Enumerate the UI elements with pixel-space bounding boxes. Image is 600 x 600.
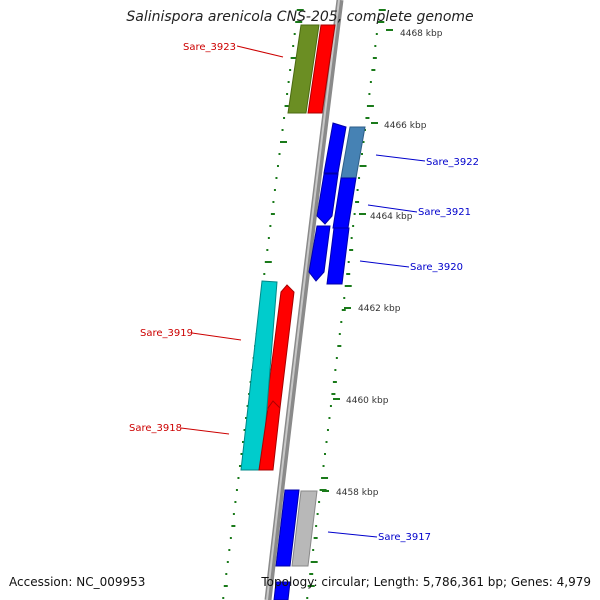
gene-label-sare-3920[interactable]: Sare_3920 (410, 262, 463, 273)
gene-block-grey-3917[interactable] (291, 490, 318, 567)
leader-sare-3921 (367, 204, 418, 213)
accession-label: Accession: NC_009953 (9, 575, 146, 589)
tick-label-4458: 4458 kbp (336, 488, 379, 498)
gene-label-sare-3921[interactable]: Sare_3921 (418, 207, 471, 218)
gene-block-olive[interactable] (287, 24, 320, 114)
gene-arrow-sare-3923-forward[interactable] (307, 24, 336, 114)
tick-label-4466: 4466 kbp (384, 121, 427, 131)
gene-arrow-sare-3922-a[interactable] (323, 122, 347, 174)
gene-arrow-sare-3920-a[interactable] (308, 225, 331, 282)
leader-sare-3922 (375, 154, 426, 162)
gene-arrow-sare-3917-a[interactable] (275, 489, 300, 567)
gene-label-sare-3918[interactable]: Sare_3918 (129, 423, 182, 434)
leader-sare-3920 (359, 260, 410, 268)
tick-label-4462: 4462 kbp (358, 304, 401, 314)
leader-sare-3918 (180, 427, 230, 435)
gene-arrow-sare-3921-a[interactable] (316, 173, 339, 225)
map-title: Salinispora arenicola CNS-205, complete … (126, 9, 474, 25)
tick-label-4464: 4464 kbp (370, 212, 413, 222)
gene-label-sare-3917[interactable]: Sare_3917 (378, 532, 431, 543)
tick-label-4460: 4460 kbp (346, 396, 389, 406)
gene-arrow-lower-blue[interactable] (273, 581, 291, 600)
gene-label-sare-3922[interactable]: Sare_3922 (426, 157, 479, 168)
gene-label-sare-3919[interactable]: Sare_3919 (140, 328, 193, 339)
gene-label-sare-3923[interactable]: Sare_3923 (183, 42, 236, 53)
leader-sare-3923 (236, 45, 284, 58)
leader-sare-3919 (191, 332, 242, 341)
gene-arrow-sare-3920-b[interactable] (326, 227, 350, 285)
genome-summary-label: Topology: circular; Length: 5,786,361 bp… (261, 575, 591, 589)
gene-arrow-sare-3918[interactable] (258, 400, 281, 471)
leader-sare-3917 (327, 531, 378, 538)
tick-label-4468: 4468 kbp (400, 29, 443, 39)
genome-backbone-highlight (266, 0, 340, 600)
